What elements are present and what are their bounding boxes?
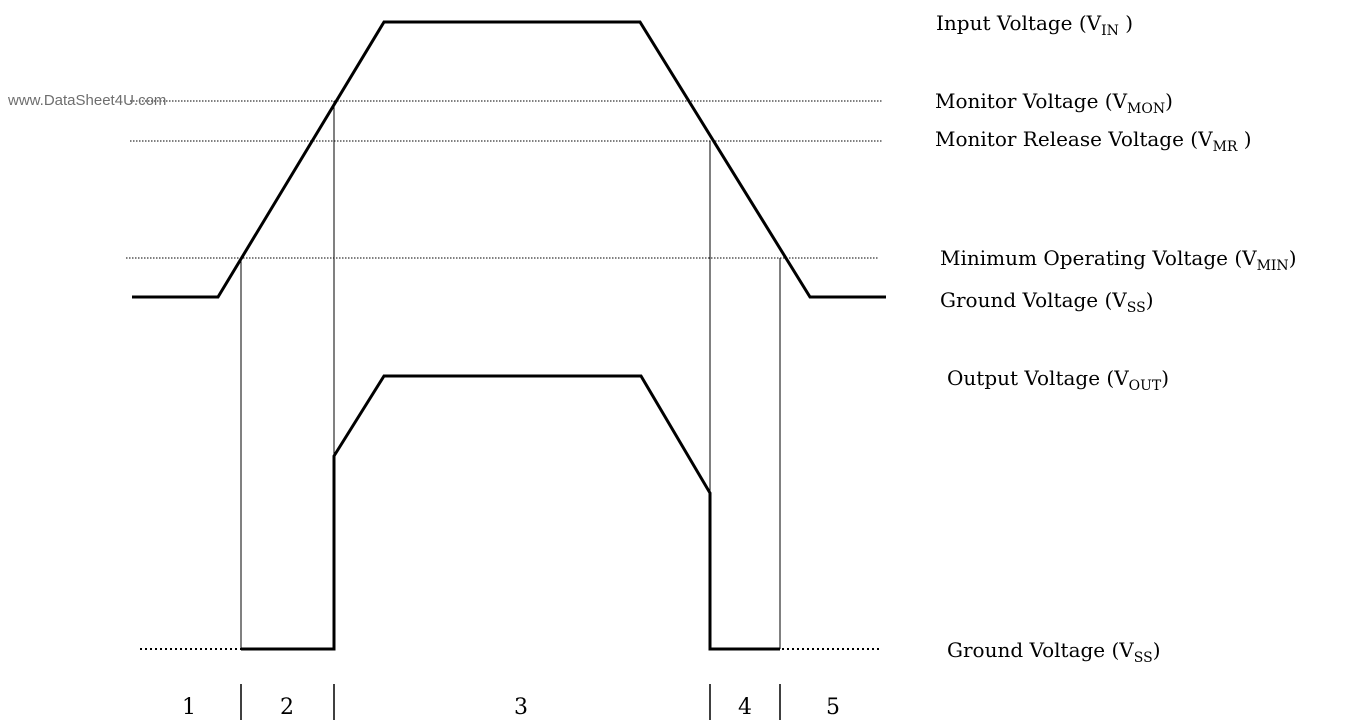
watermark-text: www.DataSheet4U.com	[8, 92, 167, 109]
phase-label-1: 1	[182, 695, 196, 720]
ground-voltage-label-bottom: Ground Voltage (VSS)	[947, 638, 1161, 666]
output-voltage-label: Output Voltage (VOUT)	[947, 366, 1170, 394]
phase-label-5: 5	[826, 695, 840, 720]
ground-voltage-label-top: Ground Voltage (VSS)	[940, 288, 1154, 316]
minimum-operating-voltage-label: Minimum Operating Voltage (VMIN)	[940, 246, 1297, 274]
monitor-voltage-label: Monitor Voltage (VMON)	[935, 89, 1173, 117]
output-voltage-waveform	[241, 374, 780, 651]
phase-label-3: 3	[514, 695, 528, 720]
input-voltage-label: Input Voltage (VIN )	[936, 11, 1134, 39]
phase-label-4: 4	[738, 695, 752, 720]
monitor-release-voltage-label: Monitor Release Voltage (VMR )	[935, 127, 1252, 155]
phase-label-2: 2	[280, 695, 294, 720]
input-voltage-waveform	[132, 20, 886, 299]
